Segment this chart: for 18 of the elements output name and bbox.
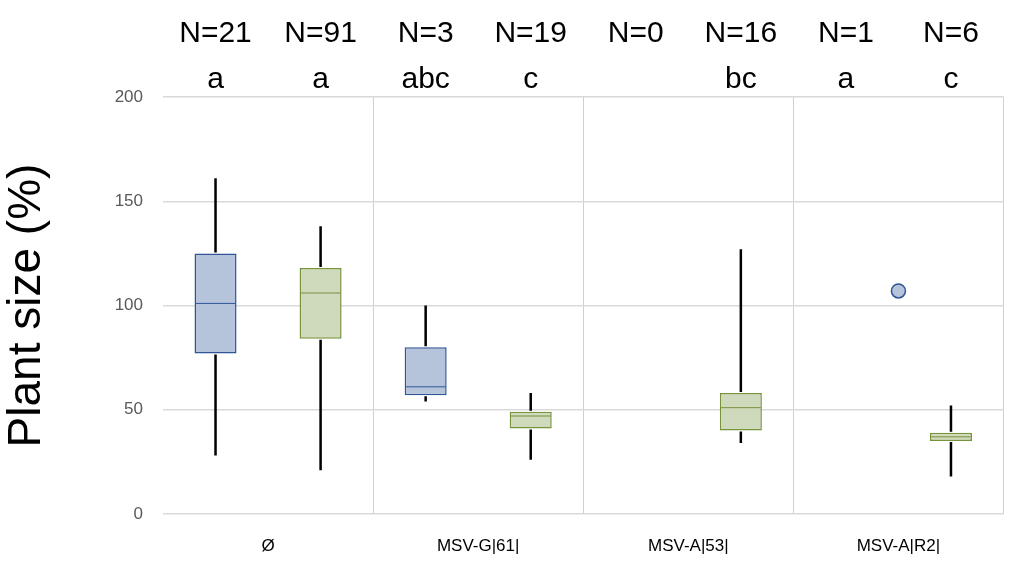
- text: N=91 a: [284, 15, 357, 94]
- y-tick-label: 200: [114, 86, 143, 106]
- y-tick-label: 150: [114, 190, 143, 210]
- y-tick-label: 50: [124, 399, 143, 419]
- y-tick-label: 100: [114, 295, 143, 315]
- text: N=16 bc: [704, 15, 778, 94]
- x-tick-label: MSV-A|R2|: [856, 535, 941, 555]
- text: N=3 abc: [397, 15, 454, 94]
- text: N=19 c: [494, 15, 567, 94]
- text: N=1 a: [817, 15, 874, 94]
- y-tick-label: 0: [133, 503, 143, 523]
- y-axis-title: Plant size (%): [0, 163, 51, 448]
- x-tick-label: MSV-G|61|: [436, 535, 520, 555]
- text: N=6 c: [923, 15, 979, 94]
- text: N=0: [607, 15, 664, 48]
- x-tick-label: MSV-A|53|: [647, 535, 729, 555]
- text: N=21 a: [179, 15, 252, 94]
- x-tick-label: Ø: [261, 535, 275, 555]
